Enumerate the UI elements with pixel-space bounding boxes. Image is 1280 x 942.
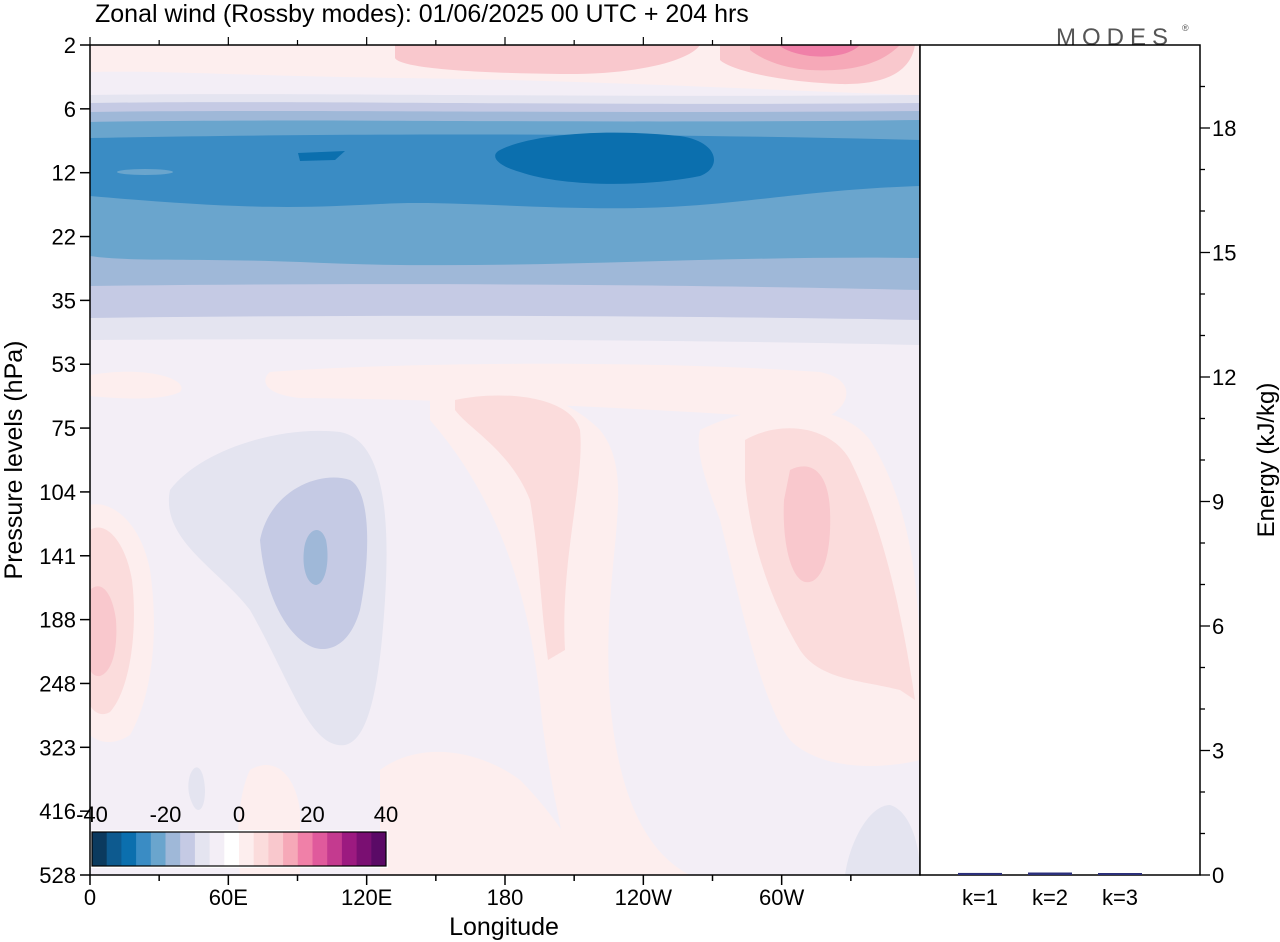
colorbar-swatch	[224, 832, 240, 866]
longitude-tick-label: 120W	[615, 885, 673, 910]
x-axis-label: Longitude	[449, 913, 559, 941]
pressure-tick-label: 12	[52, 161, 76, 186]
colorbar-swatch	[312, 832, 328, 866]
contour-pos-top-4	[750, 45, 900, 71]
colorbar-tick-label: 0	[233, 802, 245, 827]
pressure-tick-label: 141	[39, 544, 76, 569]
energy-bar	[1098, 873, 1142, 875]
colorbar-swatch	[150, 832, 166, 866]
pressure-tick-label: 104	[39, 480, 76, 505]
energy-tick-label: 18	[1212, 116, 1236, 141]
colorbar-tick-label: 40	[374, 802, 398, 827]
contour-pos-a	[90, 371, 182, 399]
pressure-tick-label: 75	[52, 416, 76, 441]
pressure-tick-label: 2	[64, 33, 76, 58]
colorbar-swatch	[327, 832, 343, 866]
contour-neg-6	[495, 132, 714, 184]
colorbar-tick-label: 20	[300, 802, 324, 827]
colorbar-tick-label: -20	[150, 802, 182, 827]
pressure-tick-label: 6	[64, 97, 76, 122]
pressure-axis: 2 6 12 22 35 53 75 104 141 188 248 323 416 528	[39, 33, 90, 888]
colorbar-swatch	[253, 832, 269, 866]
energy-axis-label: Energy (kJ/kg)	[1253, 383, 1280, 538]
pressure-tick-label: 248	[39, 671, 76, 696]
colorbar-swatch	[341, 832, 358, 866]
pressure-tick-label: 35	[52, 288, 76, 313]
colorbar-swatch	[106, 832, 122, 866]
energy-bar	[1028, 872, 1072, 875]
contour-pos-b	[265, 363, 847, 420]
colorbar-swatch	[371, 832, 387, 866]
contour-neg-t4	[845, 805, 920, 875]
colorbar-tick-label: -40	[76, 802, 108, 827]
colorbar-swatch	[297, 832, 313, 866]
colorbar-swatch	[239, 832, 255, 866]
contour-neg-t5	[188, 767, 205, 810]
longitude-tick-label: 60E	[209, 885, 248, 910]
contour-pos-g	[783, 466, 831, 583]
energy-categories: k=1 k=2 k=3	[962, 885, 1138, 910]
logo-mark: ®	[1182, 23, 1189, 33]
colorbar-swatch	[268, 832, 284, 866]
energy-tick-label: 9	[1212, 490, 1224, 515]
y-axis-label: Pressure levels (hPa)	[0, 341, 28, 580]
pressure-tick-label: 323	[39, 735, 76, 760]
pressure-tick-label: 528	[39, 863, 76, 888]
energy-bar	[958, 872, 1002, 875]
longitude-tick-label: 60W	[759, 885, 804, 910]
longitude-axis: 0 60E 120E 180 120W 60W	[84, 37, 852, 910]
colorbar-swatch	[180, 832, 196, 866]
energy-tick-label: 12	[1212, 365, 1236, 390]
colorbar-swatch	[165, 832, 181, 866]
pressure-tick-label: 53	[52, 352, 76, 377]
pressure-tick-label: 416	[39, 799, 76, 824]
contour-neg-7	[298, 151, 345, 161]
colorbar-swatch	[356, 832, 372, 866]
colorbar-swatch	[283, 832, 299, 866]
energy-tick-label: 0	[1212, 863, 1224, 888]
energy-bars	[958, 872, 1142, 875]
colorbar-frame	[91, 831, 387, 867]
longitude-tick-label: 180	[487, 885, 524, 910]
colorbar-swatch	[194, 832, 211, 866]
energy-tick-label: 6	[1212, 614, 1224, 639]
contour-pos-d	[455, 395, 581, 660]
longitude-tick-label: 120E	[341, 885, 392, 910]
energy-panel: 0 3 6 9 12 15 18 k=1 k=2 k=3	[919, 44, 1236, 910]
contour-neg-t3	[303, 529, 328, 585]
chart-title: Zonal wind (Rossby modes): 01/06/2025 00…	[95, 0, 749, 28]
energy-tick-label: 3	[1212, 739, 1224, 764]
contour-neg-8	[117, 169, 173, 175]
colorbar-swatch	[92, 832, 108, 866]
colorbar: -40 -20 0 20 40	[76, 802, 398, 867]
contour-neg-5	[90, 134, 920, 209]
heatmap-panel	[90, 45, 920, 875]
colorbar-swatch	[209, 832, 225, 866]
longitude-tick-label: 0	[84, 885, 96, 910]
contour-pos-k	[380, 751, 590, 875]
colorbar-swatch	[136, 832, 152, 866]
pressure-tick-label: 22	[52, 225, 76, 250]
energy-axis: 0 3 6 9 12 15 18	[1200, 85, 1236, 888]
colorbar-swatch	[121, 832, 137, 866]
energy-category-label: k=1	[962, 885, 998, 910]
energy-category-label: k=3	[1102, 885, 1138, 910]
energy-tick-label: 15	[1212, 241, 1236, 266]
contour-pos-top-2	[395, 45, 700, 75]
contour-pos-j	[90, 586, 117, 677]
pressure-tick-label: 188	[39, 608, 76, 633]
energy-frame	[919, 44, 1201, 876]
energy-category-label: k=2	[1032, 885, 1068, 910]
contour-pos-top-5	[780, 45, 860, 57]
